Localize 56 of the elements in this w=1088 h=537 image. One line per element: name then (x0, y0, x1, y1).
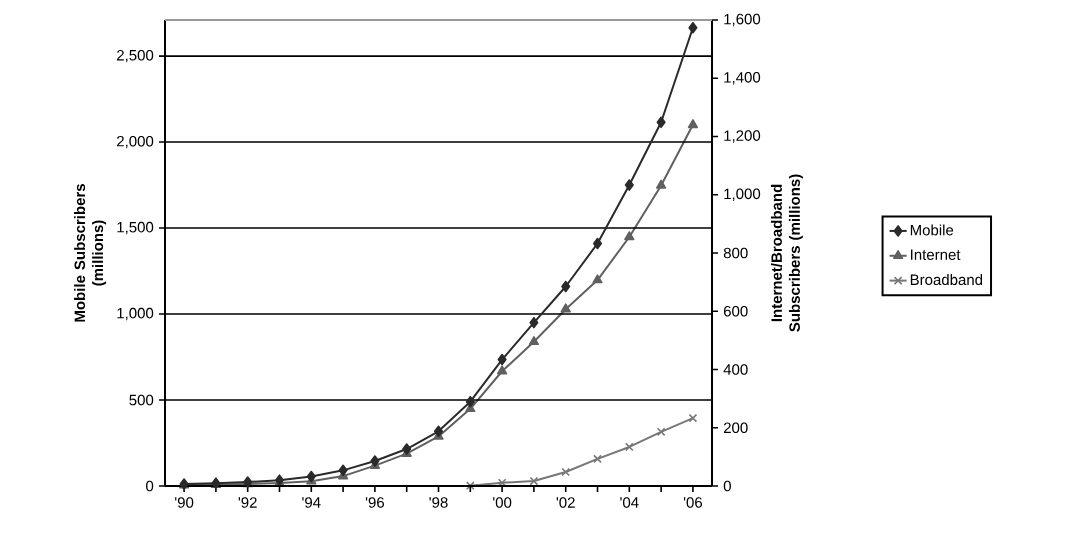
x-tick-label: '98 (429, 497, 448, 508)
y-tick-label: 1,500 (117, 221, 154, 235)
point (529, 316, 539, 329)
x-tick-label: '00 (493, 497, 512, 508)
point (529, 476, 539, 486)
point (592, 274, 603, 284)
y-tick-label: 0 (146, 480, 154, 492)
point (465, 481, 475, 491)
y2-tick-label: 1,200 (724, 130, 761, 143)
point (624, 231, 635, 241)
y2-tick-label: 400 (723, 364, 748, 375)
point (528, 336, 540, 346)
point (338, 464, 348, 477)
y2-tick-label: 0 (723, 480, 731, 492)
point (688, 413, 698, 423)
y-tick-label: 1,000 (117, 307, 154, 321)
point (687, 119, 699, 129)
y2-tick-label: 200 (723, 422, 748, 434)
point (624, 179, 634, 191)
y2-tick-label: 800 (723, 247, 748, 259)
point (306, 470, 316, 483)
y-tick-label: 2,000 (117, 135, 154, 149)
y2-tick-label: 600 (723, 305, 748, 317)
point (655, 179, 667, 189)
y-tick-label: 2,500 (117, 49, 154, 63)
x-tick-label: '02 (556, 497, 575, 508)
point (402, 443, 412, 455)
point (561, 467, 571, 477)
x-tick-label: '06 (683, 497, 703, 508)
legend-label: Mobile (910, 224, 954, 236)
point (497, 353, 507, 366)
point (465, 395, 475, 408)
x-tick-label: '92 (238, 497, 257, 508)
point (370, 455, 380, 467)
y2-tick-label: 1,400 (724, 72, 761, 85)
point (656, 116, 666, 129)
legend-label: Internet (911, 249, 961, 260)
point (561, 280, 571, 293)
x-tick-label: '94 (302, 497, 321, 508)
y-axis-title: Mobile Subscribers (millions) (74, 184, 107, 322)
y2-axis-title: Internet/Broadband Subscribers (millions) (770, 174, 803, 332)
point (624, 442, 634, 452)
point (433, 425, 444, 438)
x-tick-label: '90 (175, 497, 194, 508)
point (560, 303, 571, 313)
point (656, 427, 666, 437)
point (688, 21, 698, 34)
y2-tick-label: 1,000 (724, 188, 761, 201)
y-tick-label: 500 (129, 394, 154, 406)
x-tick-label: '96 (365, 497, 385, 508)
point (496, 365, 508, 375)
x-tick-label: '04 (620, 497, 639, 508)
legend-label: Broadband (910, 274, 983, 286)
point (592, 237, 603, 250)
y2-tick-label: 1,600 (724, 13, 761, 27)
point (593, 454, 602, 464)
